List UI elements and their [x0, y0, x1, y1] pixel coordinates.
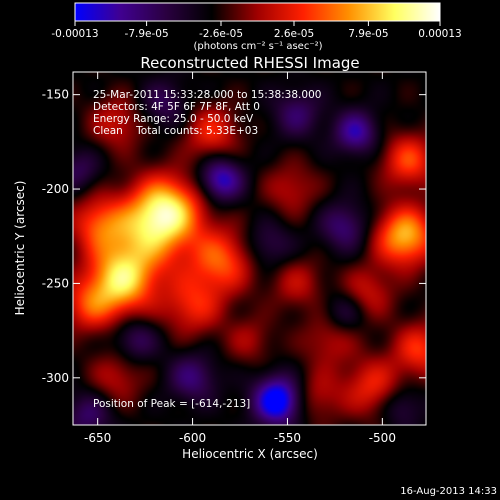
annotation-time: 25-Mar-2011 15:33:28.000 to 15:38:38.000 — [93, 89, 321, 101]
x-axis-ticks: -650 -600 -550 -500 — [84, 72, 396, 445]
plot-frame — [72, 71, 427, 426]
colorbar-tick-label: -0.00013 — [51, 28, 98, 40]
colorbar-tick-label: -2.6e-05 — [199, 28, 243, 40]
chart-title: Reconstructed RHESSI Image — [140, 54, 359, 72]
y-axis-label: Heliocentric Y (arcsec) — [13, 181, 27, 316]
heatmap-image — [73, 72, 426, 425]
colorbar: -0.00013 -7.9e-05 -2.6e-05 2.6e-05 7.9e-05 0.… — [51, 2, 462, 52]
annotation-detectors: Detectors: 4F 5F 6F 7F 8F, Att 0 — [93, 101, 260, 113]
colorbar-tick-label: -7.9e-05 — [125, 28, 169, 40]
y-tick-label: -200 — [42, 182, 69, 196]
y-axis-ticks: -150 -200 -250 -300 — [42, 88, 426, 385]
annotation-block: 25-Mar-2011 15:33:28.000 to 15:38:38.000… — [93, 89, 321, 410]
y-tick-label: -250 — [42, 276, 69, 290]
footer-date: 16-Aug-2013 14:33 — [400, 486, 497, 497]
x-tick-label: -500 — [369, 431, 396, 445]
colorbar-tick-label: 0.00013 — [418, 28, 461, 40]
peak-position-label: Position of Peak = [-614,-213] — [93, 398, 250, 410]
x-tick-label: -650 — [84, 431, 111, 445]
annotation-energy: Energy Range: 25.0 - 50.0 keV — [93, 113, 254, 125]
colorbar-ticks: -0.00013 -7.9e-05 -2.6e-05 2.6e-05 7.9e-05 0.… — [51, 21, 462, 40]
colorbar-tick-label: 7.9e-05 — [348, 28, 388, 40]
y-tick-label: -300 — [42, 371, 69, 385]
x-axis-label: Heliocentric X (arcsec) — [182, 447, 318, 461]
y-tick-label: -150 — [42, 88, 69, 102]
colorbar-bar — [74, 2, 441, 22]
colorbar-tick-label: 2.6e-05 — [274, 28, 314, 40]
colorbar-unit: (photons cm⁻² s⁻¹ asec⁻²) — [193, 41, 322, 52]
x-tick-label: -600 — [179, 431, 206, 445]
x-tick-label: -550 — [274, 431, 301, 445]
annotation-counts: Clean Total counts: 5.33E+03 — [93, 125, 258, 137]
